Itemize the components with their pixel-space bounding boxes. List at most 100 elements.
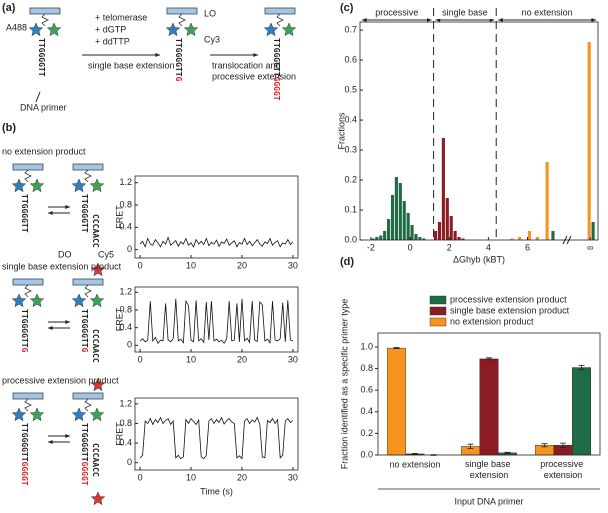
- surface: [12, 163, 44, 171]
- y-axis-label: FRET: [114, 205, 124, 229]
- y-tick-label: 0.8: [119, 304, 132, 314]
- y-tick-label: 0.3: [344, 144, 357, 154]
- sequence-part: TTGGGGTT: [273, 38, 282, 77]
- label-line: processive: [540, 459, 586, 469]
- sequence-part: CCCAACC: [92, 214, 101, 248]
- sequence: TTGGGGTTG: [21, 309, 30, 353]
- dye-star: [183, 22, 199, 37]
- x-tick-label: 30: [288, 354, 298, 364]
- region-label: no extension: [522, 7, 573, 17]
- bar: [387, 219, 391, 240]
- dye-star: [11, 407, 27, 422]
- dye-star: [281, 22, 297, 37]
- trace-title: processive extension product: [2, 375, 119, 385]
- dye-label: A488: [6, 22, 27, 32]
- sequence: TTGGGGTTG: [81, 309, 90, 353]
- x-tick-label: 0: [138, 260, 143, 270]
- header-bg: [517, 9, 578, 19]
- arrow-head: [65, 320, 70, 324]
- y-tick-label: 0: [127, 244, 132, 254]
- sequence: TTGGGGTT: [81, 194, 90, 233]
- arrow-head: [498, 18, 503, 22]
- sequence: CCCAACC: [92, 214, 101, 248]
- y-tick-label: 0.8: [119, 418, 132, 428]
- label-line: single base: [465, 459, 513, 469]
- x-tick-label: no extension: [389, 459, 440, 469]
- arrow-head: [65, 205, 70, 209]
- dye-star: [29, 407, 45, 422]
- bar: [387, 347, 406, 456]
- surface: [72, 278, 104, 286]
- error-bar: [578, 364, 585, 371]
- step: + telomerase: [95, 12, 147, 22]
- arrow-head: [426, 18, 432, 22]
- dye-star: [11, 178, 27, 193]
- primer-label: DNA primer: [20, 102, 67, 112]
- dye-star: [11, 293, 27, 308]
- lo-label: LO: [204, 8, 216, 18]
- dye-star: [71, 178, 87, 193]
- tether: [84, 398, 92, 412]
- bar: [449, 216, 453, 240]
- plot-frame: [134, 397, 299, 471]
- tether: [84, 284, 92, 298]
- bar: [545, 162, 549, 240]
- bar: [479, 358, 499, 456]
- sequence: TTGGGGTT: [21, 194, 30, 233]
- bar: [410, 225, 414, 240]
- y-axis-label: FRET: [114, 307, 124, 331]
- legend-label: single base extension product: [450, 305, 570, 315]
- sequence: TTGGGGTTGGGGT: [21, 423, 30, 486]
- panel-label: (a): [2, 2, 16, 14]
- panel-label: (d): [340, 256, 354, 268]
- x-tick-label: 10: [186, 472, 196, 482]
- dye-star: [263, 22, 279, 37]
- sequence-part: TTGGGGTT: [21, 423, 30, 462]
- dye-star: [90, 377, 106, 392]
- y-tick-label: 0: [127, 340, 132, 350]
- y-axis-label: FRET: [114, 422, 124, 446]
- x-tick-label: 20: [237, 354, 247, 364]
- x-tick-label: processive extension: [540, 459, 586, 480]
- error-bar: [486, 357, 492, 361]
- tether: [276, 13, 284, 27]
- y-tick-label: 0.4: [360, 406, 373, 416]
- arrow-head: [48, 211, 53, 215]
- axis-break: [562, 235, 572, 245]
- sequence: TTGGGGTTGGGGT: [273, 38, 282, 101]
- sequence-part: TTGGGGTT: [175, 38, 184, 77]
- tether: [84, 169, 92, 183]
- arrow-head: [489, 18, 495, 22]
- x-axis-label: Input DNA primer: [454, 496, 523, 506]
- trace-title: no extension product: [2, 146, 86, 156]
- arrow-head: [48, 440, 53, 444]
- x-tick-label: 6: [525, 242, 530, 252]
- bar: [383, 231, 387, 240]
- dye-star: [89, 178, 105, 193]
- pointer: [35, 91, 41, 103]
- plot-frame: [134, 175, 299, 259]
- dye-star: [89, 293, 105, 308]
- surface: [72, 163, 104, 171]
- arrow-head: [591, 18, 596, 22]
- do-label: DO: [58, 249, 72, 259]
- step: + ddTTP: [95, 36, 130, 46]
- cy3-label: Cy3: [204, 34, 220, 44]
- y-tick-label: 0.7: [344, 24, 357, 34]
- sequence-part: GGGGT: [21, 462, 30, 486]
- sequence-part: GGGGT: [81, 462, 90, 486]
- x-tick-label: 20: [237, 472, 247, 482]
- sequence-part: TTGGGGTT: [81, 423, 90, 462]
- x-tick-label: 20: [237, 260, 247, 270]
- y-tick-label: 0.4: [119, 437, 132, 447]
- y-tick-label: 0.1: [344, 204, 357, 214]
- error-bar: [560, 442, 566, 448]
- y-tick-label: 0: [127, 457, 132, 467]
- error-bar: [467, 443, 474, 449]
- y-axis-label: Fractions: [336, 112, 346, 150]
- plot-frame: [134, 286, 299, 353]
- panel-label: (b): [2, 122, 16, 134]
- dye-star: [28, 22, 44, 37]
- legend-label: processive extension product: [450, 294, 567, 304]
